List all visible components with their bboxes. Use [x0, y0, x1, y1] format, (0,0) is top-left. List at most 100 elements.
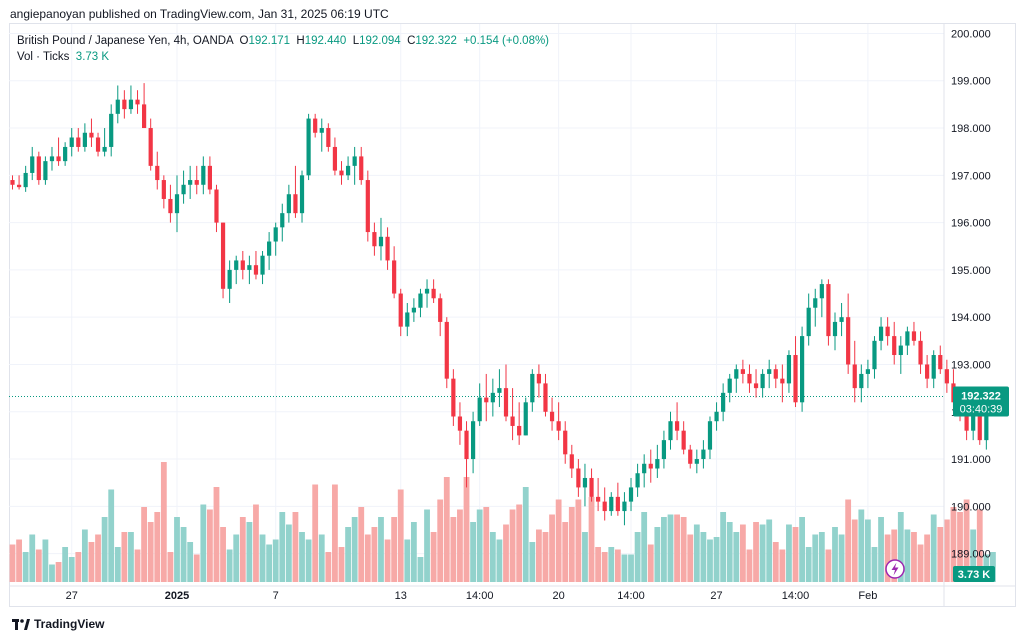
volume-value: 3.73 K	[75, 51, 110, 63]
volume-bar	[88, 542, 95, 582]
candle-body	[188, 180, 193, 185]
volume-bar	[601, 552, 608, 582]
volume-bar	[391, 517, 398, 582]
candle-body	[655, 459, 660, 469]
volume-bar	[976, 509, 983, 582]
open-label: O	[239, 35, 249, 47]
candle-body	[128, 99, 134, 110]
volume-bar	[917, 544, 924, 582]
candle-body	[569, 454, 574, 469]
volume-bar	[503, 524, 509, 582]
volume-bar	[259, 534, 266, 582]
volume-bar	[522, 487, 529, 582]
x-tick-label: 27	[710, 590, 722, 602]
volume-bar	[378, 517, 384, 582]
close-label: C	[407, 35, 416, 47]
volume-bar	[81, 529, 88, 582]
volume-bars	[9, 462, 996, 582]
volume-bar	[661, 517, 667, 582]
y-tick-label: 196.000	[951, 218, 991, 230]
candle-body	[418, 293, 423, 308]
candle-body	[668, 421, 673, 441]
volume-bar	[772, 542, 779, 582]
volume-bar	[930, 514, 937, 582]
candle-body	[207, 165, 212, 190]
candle-body	[832, 321, 838, 337]
lightning-icon[interactable]	[885, 559, 905, 579]
y-tick-label: 190.000	[951, 501, 991, 513]
volume-bar	[141, 507, 147, 582]
volume-bar	[911, 532, 917, 582]
volume-bar	[707, 539, 713, 582]
volume-bar	[404, 539, 411, 582]
candle-body	[234, 260, 239, 270]
candle-body	[135, 99, 140, 105]
candle-body	[253, 265, 259, 275]
volume-bar	[957, 512, 963, 582]
volume-bar	[937, 527, 944, 582]
candle-body	[681, 430, 686, 450]
volume-bar	[114, 547, 121, 582]
volume-bar	[364, 534, 371, 582]
candle-body	[813, 298, 818, 308]
candle-body	[977, 411, 982, 441]
y-tick-label: 191.000	[951, 454, 991, 466]
volume-bar	[68, 557, 75, 582]
close-value: 192.322	[415, 35, 457, 47]
candle-body	[878, 326, 884, 341]
candle-body	[806, 307, 811, 337]
volume-bar	[943, 519, 950, 582]
candle-body	[898, 345, 903, 356]
volume-bar	[358, 507, 365, 582]
y-tick-label: 199.000	[951, 76, 991, 88]
volume-bar	[187, 542, 194, 582]
candle-body	[800, 336, 805, 403]
candle-body	[365, 180, 370, 233]
chart-frame[interactable]	[9, 23, 1016, 607]
volume-bar	[325, 552, 332, 582]
volume-legend-row: Vol · Ticks 3.73 K	[17, 49, 549, 65]
volume-bar	[207, 509, 213, 582]
candle-body	[582, 477, 588, 488]
candle-body	[385, 236, 390, 261]
candle-body	[563, 430, 568, 455]
candle-body	[372, 232, 377, 247]
candle-body	[260, 255, 265, 275]
volume-bar	[963, 499, 970, 582]
volume-bar	[950, 507, 957, 582]
y-tick-label: 198.000	[951, 123, 991, 135]
volume-bar	[674, 514, 680, 582]
volume-bar	[858, 509, 865, 582]
volume-bar	[818, 532, 825, 582]
candle-body	[201, 165, 206, 185]
candle-body	[431, 288, 436, 299]
candle-body	[931, 355, 936, 379]
volume-bar	[285, 524, 292, 582]
volume-bar	[253, 504, 259, 582]
candle-body	[707, 421, 713, 450]
volume-bar	[634, 532, 641, 582]
volume-bar	[970, 529, 977, 582]
volume-bar	[654, 527, 661, 582]
volume-bar	[641, 512, 648, 582]
candle-body	[635, 473, 640, 488]
y-tick-label: 197.000	[951, 170, 991, 182]
open-value: 192.171	[248, 35, 291, 47]
candle-body	[56, 156, 61, 162]
candle-body	[115, 99, 120, 114]
x-tick-label: 2025	[165, 590, 189, 602]
candle-body	[326, 128, 331, 147]
candle-body	[286, 194, 291, 214]
volume-bar	[371, 527, 378, 582]
candle-body	[688, 449, 693, 464]
volume-bar	[516, 504, 523, 582]
volume-bar	[865, 519, 871, 582]
candle-body	[490, 392, 495, 403]
volume-bar	[483, 507, 490, 582]
volume-bar	[62, 547, 69, 582]
volume-bar	[450, 517, 457, 582]
volume-bar	[608, 547, 615, 582]
tradingview-footer[interactable]: TradingView	[12, 617, 104, 631]
candle-body	[411, 307, 416, 313]
